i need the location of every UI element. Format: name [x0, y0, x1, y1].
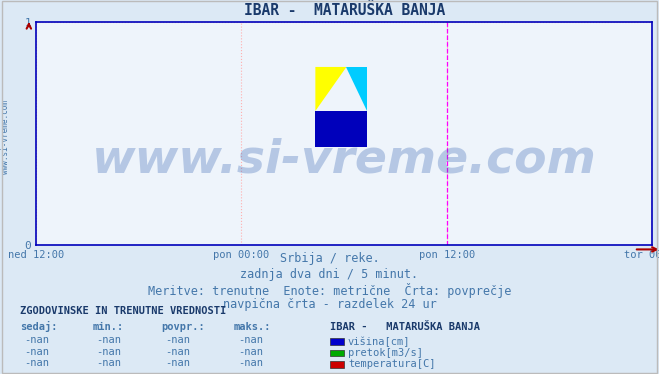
Text: www.si-vreme.com: www.si-vreme.com [92, 138, 597, 183]
Text: navpična črta - razdelek 24 ur: navpična črta - razdelek 24 ur [223, 298, 436, 312]
Text: -nan: -nan [165, 347, 190, 356]
Text: -nan: -nan [24, 358, 49, 368]
Text: sedaj:: sedaj: [20, 321, 57, 332]
Polygon shape [316, 67, 347, 111]
Text: povpr.:: povpr.: [161, 322, 205, 332]
Text: -nan: -nan [96, 335, 121, 345]
Polygon shape [316, 111, 367, 147]
Polygon shape [347, 67, 367, 111]
Text: IBAR -   MATARUŠKA BANJA: IBAR - MATARUŠKA BANJA [330, 322, 480, 332]
Text: -nan: -nan [24, 347, 49, 356]
Text: pretok[m3/s]: pretok[m3/s] [348, 348, 423, 358]
Text: ZGODOVINSKE IN TRENUTNE VREDNOSTI: ZGODOVINSKE IN TRENUTNE VREDNOSTI [20, 306, 226, 316]
Text: -nan: -nan [24, 335, 49, 345]
Text: -nan: -nan [238, 358, 263, 368]
Text: www.si-vreme.com: www.si-vreme.com [1, 99, 10, 174]
Text: min.:: min.: [92, 322, 123, 332]
Text: Srbija / reke.: Srbija / reke. [279, 252, 380, 266]
Text: višina[cm]: višina[cm] [348, 337, 411, 347]
Text: -nan: -nan [238, 347, 263, 356]
Text: Meritve: trenutne  Enote: metrične  Črta: povprečje: Meritve: trenutne Enote: metrične Črta: … [148, 283, 511, 298]
Title: IBAR -  MATARUŠKA BANJA: IBAR - MATARUŠKA BANJA [244, 3, 445, 18]
Text: -nan: -nan [96, 358, 121, 368]
Text: -nan: -nan [165, 358, 190, 368]
Text: -nan: -nan [96, 347, 121, 356]
Text: temperatura[C]: temperatura[C] [348, 359, 436, 369]
Text: maks.:: maks.: [234, 322, 272, 332]
Text: -nan: -nan [238, 335, 263, 345]
Text: -nan: -nan [165, 335, 190, 345]
Text: zadnja dva dni / 5 minut.: zadnja dva dni / 5 minut. [241, 268, 418, 281]
